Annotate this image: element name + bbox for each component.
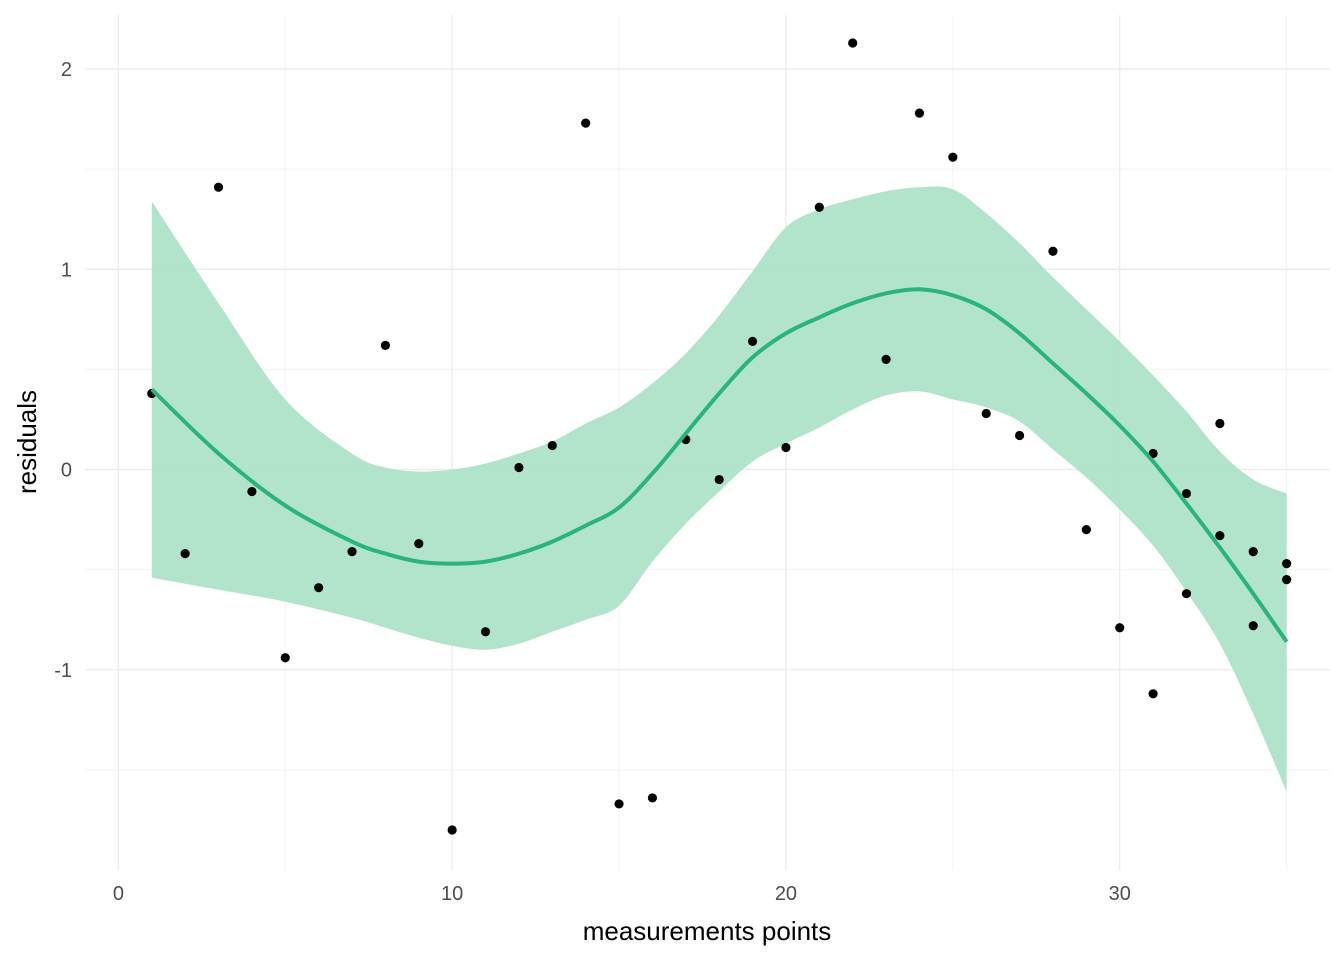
data-point <box>1181 488 1192 499</box>
x-tick-label: 20 <box>775 883 797 905</box>
data-point <box>1215 418 1225 429</box>
x-tick-labels: 0 10 20 30 <box>113 883 1131 905</box>
x-tick-label: 0 <box>113 883 124 905</box>
data-point <box>647 793 658 803</box>
data-point <box>981 408 991 419</box>
data-point <box>314 583 324 593</box>
y-tick-label: 0 <box>61 460 72 482</box>
data-point <box>1181 589 1192 599</box>
data-point <box>781 442 791 453</box>
data-point <box>1282 575 1292 585</box>
data-point <box>380 340 391 350</box>
data-point <box>280 653 290 663</box>
data-point <box>1048 246 1058 256</box>
y-tick-label: -1 <box>54 660 72 682</box>
data-point <box>581 118 591 128</box>
data-point <box>213 182 224 192</box>
data-point <box>1282 559 1292 569</box>
data-point <box>414 539 424 549</box>
data-point <box>247 486 257 497</box>
y-axis-title: residuals <box>12 390 42 494</box>
data-point <box>180 549 190 559</box>
data-point <box>1248 621 1258 631</box>
y-tick-labels: -1 0 1 2 <box>54 59 72 682</box>
data-point <box>1014 430 1025 441</box>
y-tick-label: 2 <box>61 59 72 81</box>
x-axis-title: measurements points <box>583 916 832 946</box>
y-tick-label: 1 <box>61 259 72 281</box>
data-point <box>714 474 724 485</box>
data-point <box>447 825 457 835</box>
data-point <box>881 354 891 365</box>
smooth-line <box>150 287 1289 643</box>
x-tick-label: 30 <box>1109 883 1131 905</box>
x-tick-label: 10 <box>441 883 463 905</box>
data-point <box>914 108 925 118</box>
data-point <box>1148 689 1158 699</box>
data-point <box>1115 623 1125 633</box>
data-point <box>480 627 491 637</box>
data-point <box>514 462 524 473</box>
data-points <box>147 38 1292 835</box>
data-point <box>1248 547 1258 557</box>
data-point <box>547 440 557 451</box>
data-point <box>848 38 858 48</box>
data-point <box>1215 531 1225 541</box>
data-point <box>347 547 357 557</box>
data-point <box>614 799 624 809</box>
data-point <box>1081 525 1091 535</box>
data-point <box>747 336 758 346</box>
data-point <box>814 202 824 212</box>
data-point <box>948 152 958 162</box>
confidence-ribbon <box>151 186 1287 792</box>
